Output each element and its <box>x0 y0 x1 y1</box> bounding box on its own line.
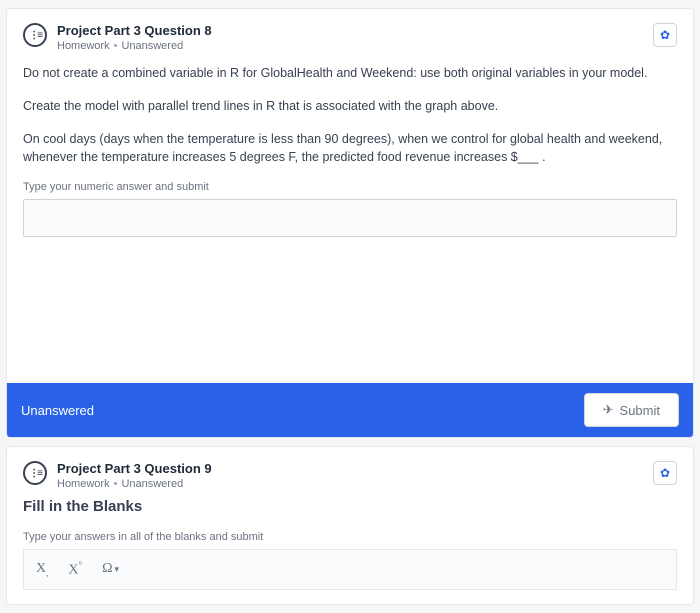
question-category: Homework <box>57 478 110 490</box>
question-list-icon <box>23 23 47 47</box>
tool-subscript[interactable]: X, <box>36 561 48 578</box>
question-title: Project Part 3 Question 8 <box>57 23 653 38</box>
submit-label: Submit <box>620 403 660 418</box>
fill-blanks-heading: Fill in the Blanks <box>7 498 693 523</box>
expand-icon: ✿ <box>660 28 670 42</box>
card-spacer <box>7 253 693 383</box>
numeric-answer-input[interactable] <box>23 199 677 237</box>
expand-button[interactable]: ✿ <box>653 461 677 485</box>
submit-button[interactable]: ✈ Submit <box>584 393 679 427</box>
question-meta: Homework•Unanswered <box>57 478 653 490</box>
status-bar: Unanswered ✈ Submit <box>7 383 693 437</box>
question-card-9: Project Part 3 Question 9 Homework•Unans… <box>6 446 694 605</box>
status-bar-label: Unanswered <box>21 403 94 418</box>
question-title: Project Part 3 Question 9 <box>57 461 653 476</box>
card-body: Do not create a combined variable in R f… <box>7 60 693 253</box>
question-paragraph: On cool days (days when the temperature … <box>23 130 677 168</box>
card-header: Project Part 3 Question 8 Homework•Unans… <box>7 9 693 60</box>
tool-omega[interactable]: Ω▾ <box>102 561 119 577</box>
question-category: Homework <box>57 40 110 52</box>
question-paragraph: Do not create a combined variable in R f… <box>23 64 677 83</box>
expand-button[interactable]: ✿ <box>653 23 677 47</box>
answer-hint: Type your answers in all of the blanks a… <box>7 531 693 543</box>
answer-hint: Type your numeric answer and submit <box>23 181 677 193</box>
tool-superscript[interactable]: X° <box>68 560 82 579</box>
paper-plane-icon: ✈ <box>603 402 614 418</box>
expand-icon: ✿ <box>660 466 670 480</box>
question-paragraph: Create the model with parallel trend lin… <box>23 97 677 116</box>
question-list-icon <box>23 461 47 485</box>
header-text: Project Part 3 Question 8 Homework•Unans… <box>57 23 653 52</box>
card-header: Project Part 3 Question 9 Homework•Unans… <box>7 447 693 498</box>
header-text: Project Part 3 Question 9 Homework•Unans… <box>57 461 653 490</box>
question-card-8: Project Part 3 Question 8 Homework•Unans… <box>6 8 694 438</box>
formula-toolbar: X, X° Ω▾ <box>23 549 677 590</box>
question-status: Unanswered <box>121 478 183 490</box>
question-meta: Homework•Unanswered <box>57 40 653 52</box>
question-status: Unanswered <box>121 40 183 52</box>
